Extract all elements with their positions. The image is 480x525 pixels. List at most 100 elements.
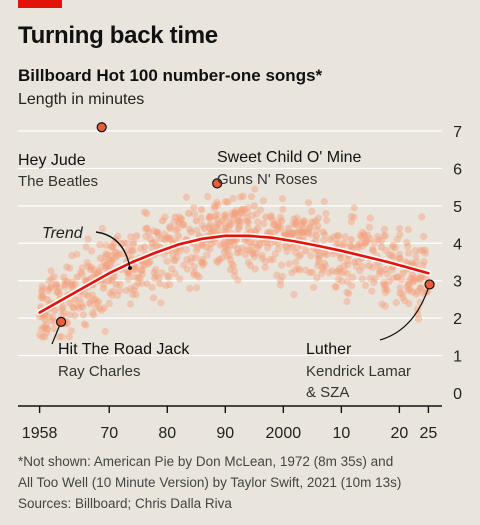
data-point — [273, 226, 281, 234]
data-point — [117, 240, 125, 248]
data-point — [337, 269, 345, 277]
data-point — [150, 274, 159, 282]
data-point — [132, 290, 140, 299]
data-point — [58, 333, 66, 341]
data-point — [273, 271, 281, 279]
data-point — [52, 283, 60, 291]
data-point — [418, 213, 426, 221]
data-point — [299, 224, 307, 232]
data-point — [175, 247, 184, 256]
data-point — [107, 258, 115, 266]
data-point — [377, 243, 385, 251]
data-point — [366, 235, 374, 243]
data-point — [361, 281, 370, 290]
data-point — [161, 213, 169, 221]
data-point — [234, 245, 242, 253]
data-point — [314, 214, 323, 222]
data-point — [404, 242, 412, 251]
chart-subtitle: Billboard Hot 100 number-one songs* — [18, 66, 323, 85]
data-point — [260, 219, 268, 228]
data-point — [369, 263, 377, 272]
highlight-point — [424, 279, 435, 290]
data-point — [129, 241, 137, 249]
data-point — [205, 222, 213, 231]
data-point — [174, 232, 182, 240]
data-point — [88, 247, 96, 255]
data-point — [284, 224, 293, 232]
data-point — [215, 255, 224, 263]
data-point — [341, 233, 349, 241]
data-point — [179, 221, 187, 229]
data-point — [275, 224, 283, 232]
highlight-song: Sweet Child O' Mine — [217, 149, 362, 166]
data-point — [414, 310, 422, 318]
data-point — [228, 260, 236, 268]
data-point — [232, 206, 240, 215]
data-point — [192, 254, 200, 262]
data-point — [369, 247, 377, 255]
data-point — [96, 241, 104, 249]
data-point — [110, 254, 118, 262]
data-point — [164, 272, 172, 280]
data-point — [269, 216, 277, 224]
data-point — [71, 311, 79, 320]
data-point — [145, 228, 153, 237]
data-point — [166, 281, 174, 289]
data-point — [99, 284, 108, 292]
data-point — [182, 193, 191, 201]
data-point — [192, 217, 200, 225]
data-point — [312, 217, 320, 225]
data-point — [351, 258, 359, 266]
data-point — [52, 280, 60, 288]
data-point — [286, 230, 294, 238]
data-point — [373, 233, 382, 241]
data-point — [68, 281, 76, 289]
data-point — [287, 231, 296, 239]
data-point — [139, 261, 147, 269]
data-point — [338, 277, 346, 285]
y-tick-label: 6 — [453, 161, 462, 178]
data-point — [77, 268, 85, 276]
data-point — [195, 273, 203, 281]
data-point — [37, 287, 46, 296]
data-point — [154, 231, 162, 239]
data-point — [167, 235, 175, 243]
data-point — [405, 277, 413, 286]
data-point — [421, 249, 429, 257]
data-point — [323, 250, 331, 259]
data-point — [314, 261, 322, 270]
data-point — [275, 245, 283, 253]
data-point — [368, 287, 376, 295]
data-point — [50, 324, 58, 333]
data-point — [131, 273, 139, 281]
data-point — [380, 225, 389, 233]
data-point — [236, 222, 244, 230]
data-point — [333, 232, 341, 240]
data-point — [221, 245, 230, 253]
data-point — [380, 281, 388, 289]
data-point — [255, 241, 263, 249]
data-point — [36, 331, 44, 339]
data-point — [337, 254, 345, 262]
data-point — [421, 246, 429, 254]
data-point — [123, 239, 131, 247]
data-point — [226, 218, 234, 227]
data-point — [361, 239, 369, 247]
data-point — [170, 218, 178, 227]
x-tick-label: 20 — [390, 425, 408, 442]
data-point — [322, 209, 330, 218]
data-point — [108, 275, 116, 283]
data-point — [358, 228, 367, 237]
footnote: *Not shown: American Pie by Don McLean, … — [18, 451, 468, 514]
data-point — [232, 209, 240, 217]
data-point — [238, 244, 246, 252]
data-point — [356, 232, 364, 240]
y-tick-label: 0 — [453, 386, 462, 403]
data-point — [416, 284, 424, 292]
data-point — [364, 231, 372, 239]
data-point — [276, 281, 285, 289]
data-point — [187, 228, 195, 236]
data-point — [410, 277, 419, 285]
data-point — [237, 218, 245, 226]
data-point — [190, 210, 199, 218]
